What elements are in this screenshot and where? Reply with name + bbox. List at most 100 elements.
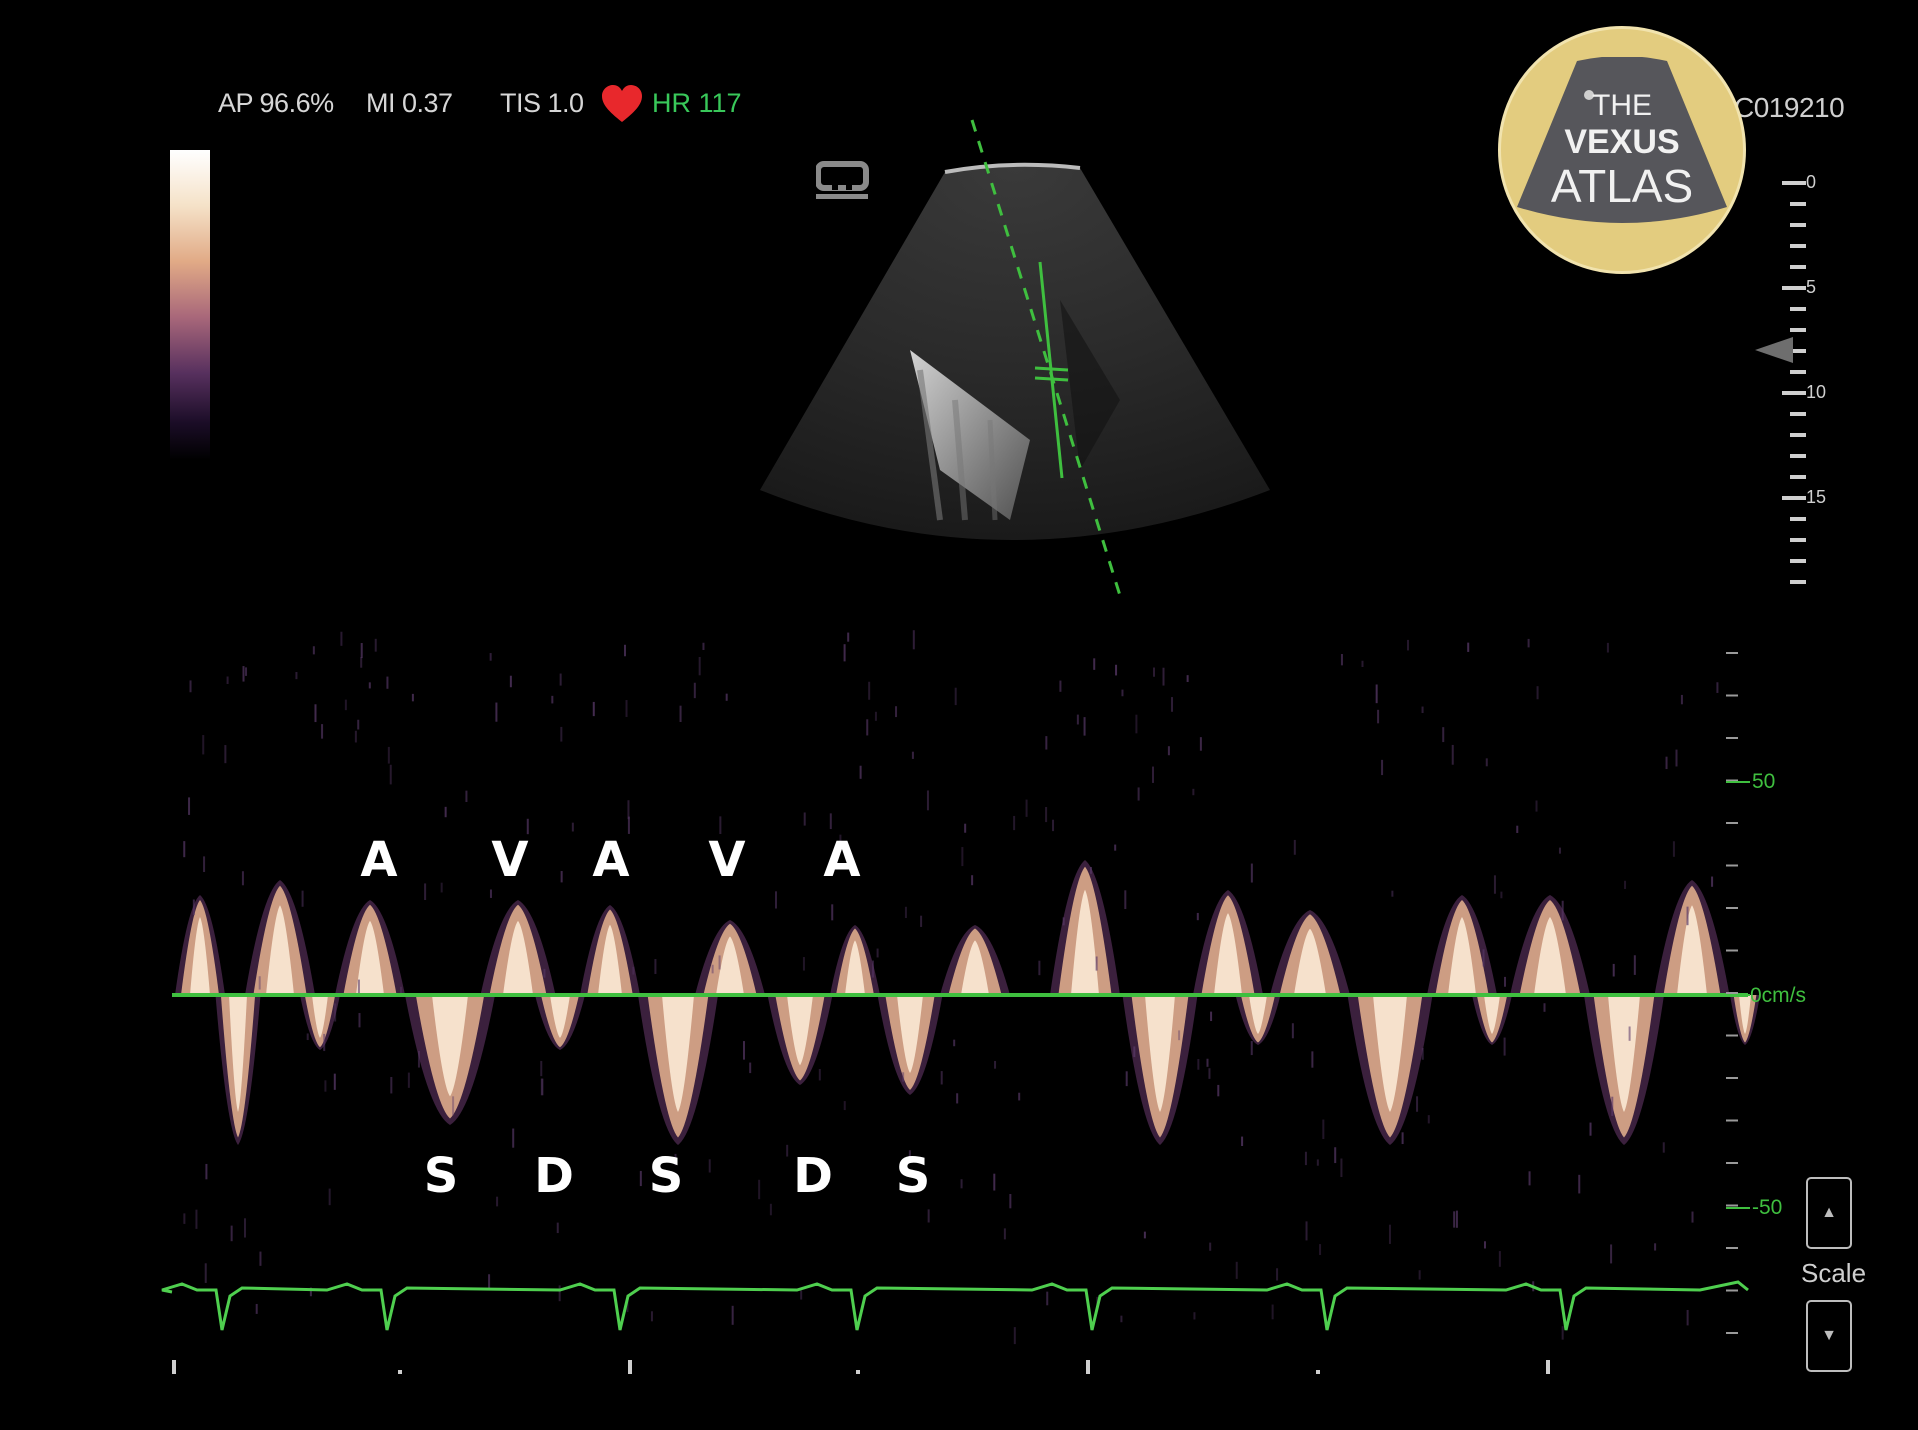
spectral-noise: [632, 967, 634, 975]
spectral-noise: [593, 702, 595, 716]
reverse-flow-wave: [216, 995, 261, 1145]
spectral-noise: [1013, 816, 1015, 830]
spectral-noise: [1152, 767, 1154, 783]
spectral-noise: [560, 727, 562, 742]
spectral-noise: [495, 703, 497, 722]
spectral-noise: [1716, 682, 1718, 693]
spectral-noise: [560, 674, 562, 686]
spectral-noise: [559, 1285, 561, 1301]
spectral-noise: [702, 643, 704, 650]
spectral-noise: [488, 1274, 490, 1288]
spectral-noise: [388, 747, 390, 764]
time-scale: [174, 1360, 1548, 1374]
spectral-noise: [1276, 1268, 1278, 1280]
spectral-noise: [1407, 640, 1409, 651]
spectral-noise: [1171, 697, 1173, 712]
spectral-noise: [390, 1077, 392, 1093]
forward-flow-wave: [335, 900, 405, 995]
spectral-noise: [540, 1061, 542, 1076]
spectral-noise: [1711, 877, 1713, 887]
spectral-noise: [1009, 1194, 1011, 1208]
spectral-noise: [1126, 1071, 1128, 1086]
spectral-noise: [1272, 1305, 1274, 1320]
focus-marker-icon: [1755, 335, 1795, 365]
spectral-noise: [307, 1033, 309, 1040]
spectral-noise: [961, 1179, 963, 1188]
spectral-noise: [242, 871, 244, 885]
scale-label: Scale: [1801, 1258, 1866, 1289]
spectral-noise: [699, 657, 701, 675]
scale-up-button[interactable]: ▲: [1806, 1177, 1852, 1249]
spectral-noise: [361, 643, 363, 658]
spectral-noise: [188, 797, 190, 815]
spectral-noise: [1687, 1310, 1689, 1325]
wave-label-a: A: [360, 832, 397, 888]
spectral-noise: [295, 672, 297, 679]
spectral-noise: [224, 745, 226, 763]
spectral-noise: [375, 639, 377, 652]
spectral-noise: [1340, 1159, 1342, 1178]
spectral-noise: [912, 752, 914, 759]
wave-label-d: D: [534, 1148, 574, 1204]
reverse-flow-wave: [535, 995, 585, 1050]
reverse-flow-wave: [1123, 995, 1198, 1145]
spectral-noise: [1687, 907, 1689, 926]
spectral-noise: [1590, 1123, 1592, 1136]
spectral-noise: [1499, 1251, 1501, 1267]
spectral-noise: [1168, 746, 1170, 755]
spectral-noise: [441, 883, 443, 893]
spectral-noise: [334, 1074, 336, 1090]
spectral-noise: [1681, 695, 1683, 704]
spectral-noise: [743, 1041, 745, 1060]
spectral-noise: [1613, 964, 1615, 977]
spectral-noise: [1197, 913, 1199, 920]
reverse-flow-wave: [638, 995, 718, 1145]
spectral-noise: [627, 800, 629, 819]
spectral-noise: [1361, 661, 1363, 667]
spectral-noise: [359, 1013, 361, 1027]
spectral-noise: [259, 1252, 261, 1266]
spectral-noise: [510, 676, 512, 687]
wave-label-v: V: [491, 832, 528, 888]
spectral-noise: [323, 1034, 325, 1051]
spectral-noise: [913, 630, 915, 649]
spectral-noise: [804, 812, 806, 825]
spectral-noise: [1452, 745, 1454, 765]
spectral-noise: [830, 813, 832, 829]
spectral-noise: [1208, 1068, 1210, 1079]
spectral-noise: [941, 1071, 943, 1084]
spectral-noise: [1416, 1096, 1418, 1111]
spectral-noise: [872, 961, 874, 978]
spectral-noise: [1500, 892, 1502, 899]
spectral-noise: [418, 1051, 420, 1068]
scale-down-button[interactable]: ▼: [1806, 1300, 1852, 1372]
forward-flow-wave: [1510, 895, 1590, 995]
spectral-noise: [719, 955, 721, 969]
spectral-noise: [1311, 1051, 1313, 1067]
spectral-noise: [860, 766, 862, 779]
spectral-noise: [193, 899, 195, 915]
spectral-noise: [651, 1311, 653, 1321]
spectral-noise: [1322, 1120, 1324, 1139]
spectral-noise: [1624, 881, 1626, 889]
spectral-noise: [1178, 1030, 1180, 1040]
spectral-noise: [324, 1080, 326, 1091]
spectral-noise: [961, 847, 963, 866]
spectral-noise: [1063, 917, 1065, 925]
spectral-noise: [1305, 1152, 1307, 1165]
spectral-noise: [1292, 1023, 1294, 1038]
spectral-noise: [654, 959, 656, 974]
spectral-noise: [1317, 1159, 1319, 1165]
spectral-noise: [1666, 757, 1668, 769]
spectral-noise: [1121, 690, 1123, 697]
depth-scale: [1782, 183, 1806, 582]
spectral-noise: [445, 807, 447, 817]
forward-flow-wave: [1427, 895, 1497, 995]
spectral-noise: [490, 890, 492, 898]
spectral-noise: [205, 1164, 207, 1179]
spectral-noise: [512, 1129, 514, 1148]
forward-flow-wave: [1050, 860, 1120, 995]
spectral-noise: [1559, 848, 1561, 854]
spectral-noise: [245, 667, 247, 676]
spectral-noise: [1120, 1316, 1122, 1323]
